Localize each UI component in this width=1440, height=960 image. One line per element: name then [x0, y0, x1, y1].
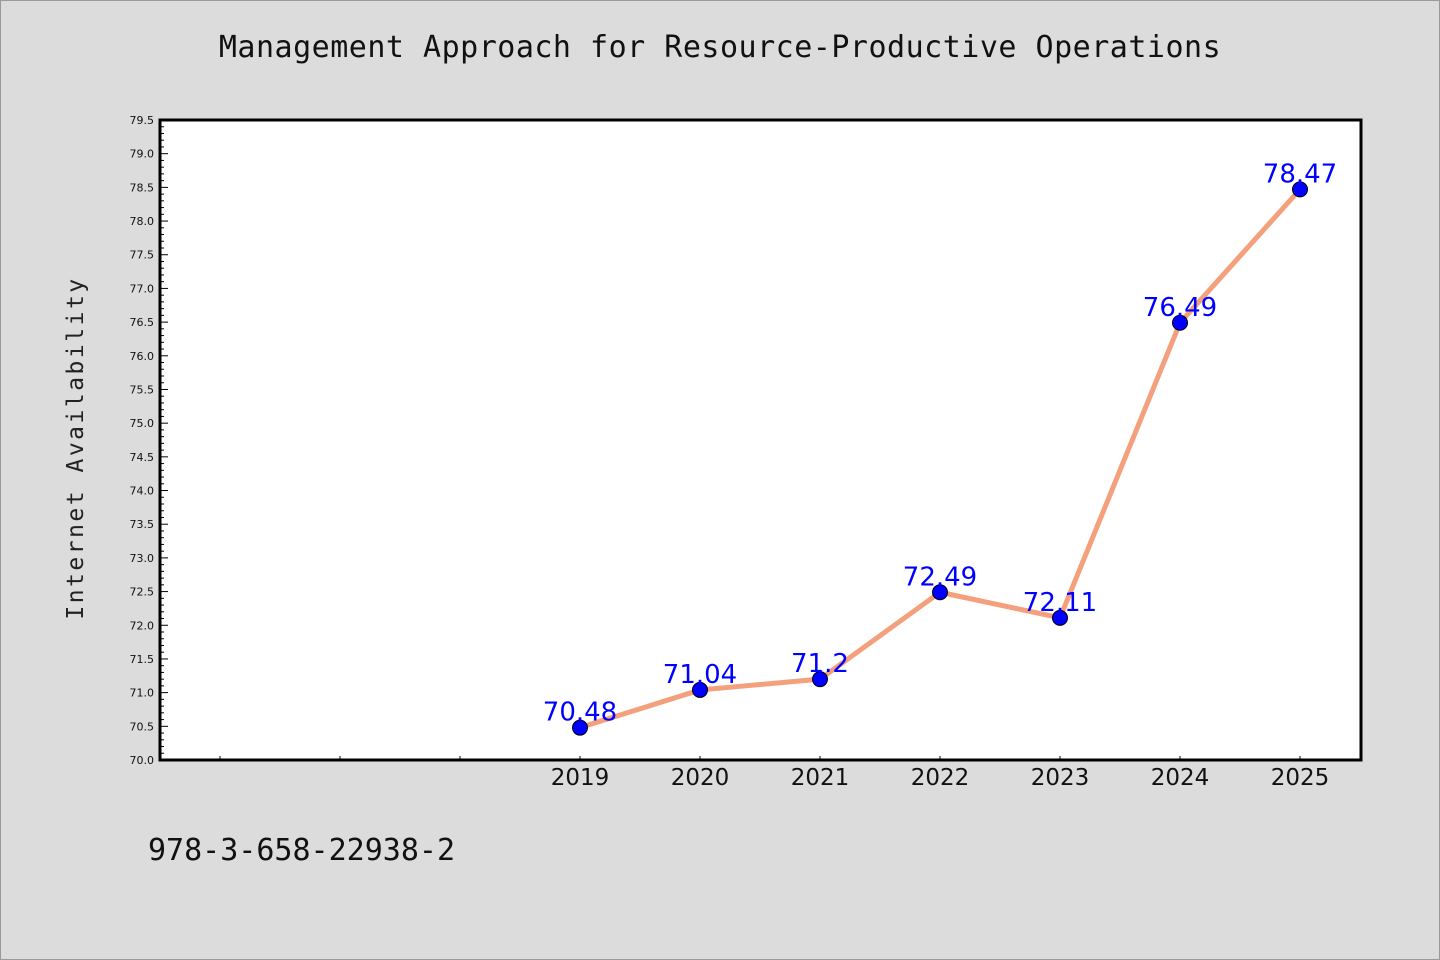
x-tick-label: 2022 [911, 765, 970, 791]
y-tick-label: 70.5 [130, 720, 155, 733]
data-point [572, 719, 588, 736]
data-point [812, 671, 828, 688]
y-tick-label: 74.0 [130, 485, 155, 498]
x-tick-label: 2024 [1151, 765, 1210, 791]
isbn-note: 978-3-658-22938-2 [148, 833, 456, 868]
y-tick-label: 76.0 [130, 350, 155, 363]
data-label: 71.2 [791, 649, 849, 679]
data-point [1292, 181, 1308, 198]
y-axis-ticks: 70.0 70.5 71.0 71.5 72.0 72.5 73.0 73.5 74.0 74.5… [130, 114, 168, 767]
y-tick-label: 73.5 [130, 518, 155, 531]
y-tick-label: 73.0 [130, 552, 155, 565]
x-tick-label: 2023 [1031, 765, 1090, 791]
data-label: 71.04 [663, 660, 737, 690]
data-point [1172, 314, 1188, 331]
data-point [1052, 609, 1068, 626]
y-tick-label: 76.5 [130, 316, 155, 329]
y-tick-label: 75.0 [130, 417, 155, 430]
y-tick-label: 77.0 [130, 282, 155, 295]
y-tick-label: 70.0 [130, 754, 155, 767]
y-tick-label: 79.0 [130, 148, 155, 161]
data-label: 72.11 [1023, 588, 1097, 618]
x-tick-label: 2020 [671, 765, 730, 791]
y-tick-label: 74.5 [130, 451, 155, 464]
y-tick-label: 75.5 [130, 383, 155, 396]
y-tick-label: 79.5 [130, 114, 155, 127]
series-layer: 70.48 71.04 71.2 72.49 72.11 76.49 78.47 [543, 159, 1337, 736]
data-point [692, 681, 708, 698]
y-tick-label: 71.0 [130, 687, 155, 700]
data-point [932, 584, 948, 601]
data-label: 72.49 [903, 562, 977, 592]
chart-title: Management Approach for Resource-Product… [218, 30, 1222, 65]
data-label: 76.49 [1143, 293, 1217, 323]
x-tick-label: 2025 [1271, 765, 1330, 791]
y-tick-label: 72.5 [130, 586, 155, 599]
y-tick-label: 77.5 [130, 249, 155, 262]
y-tick-label: 71.5 [130, 653, 155, 666]
x-tick-label: 2019 [551, 765, 610, 791]
y-tick-label: 78.5 [130, 181, 155, 194]
data-label: 70.48 [543, 698, 617, 728]
plot-border [158, 118, 1363, 762]
y-tick-label: 72.0 [130, 619, 155, 632]
x-tick-label: 2021 [791, 765, 850, 791]
y-tick-label: 78.0 [130, 215, 155, 228]
plot-area [160, 120, 1361, 760]
data-label: 78.47 [1263, 159, 1337, 189]
